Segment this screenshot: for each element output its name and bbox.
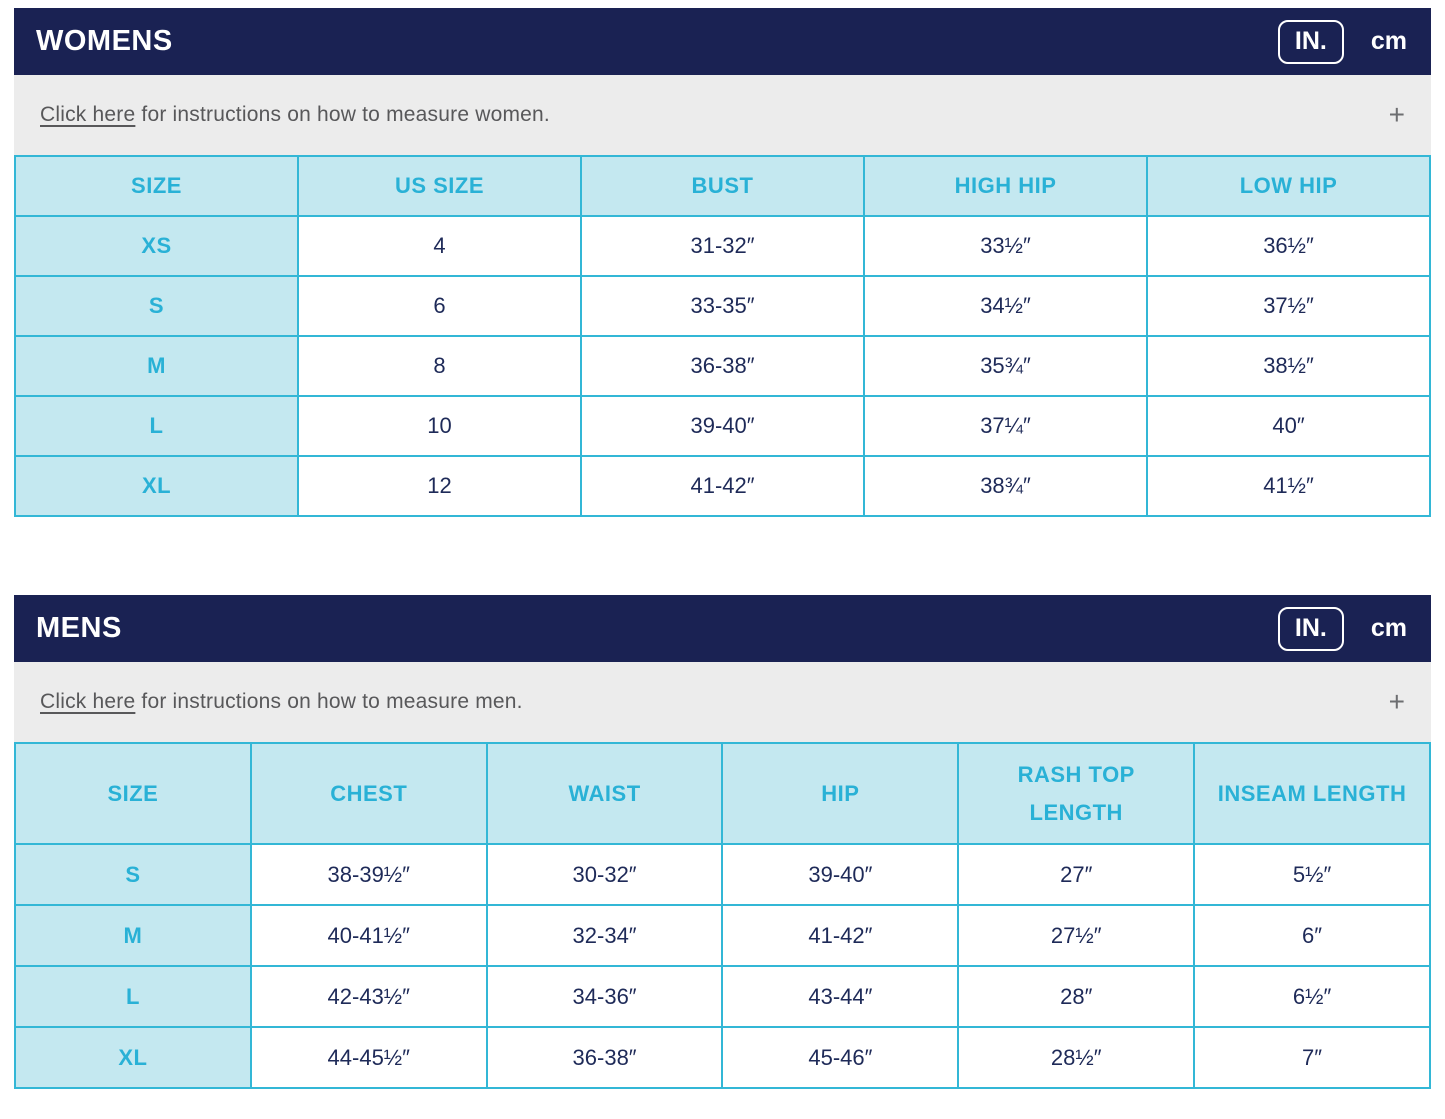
unit-cm-button[interactable]: cm bbox=[1370, 27, 1407, 55]
unit-cm-button[interactable]: cm bbox=[1370, 614, 1407, 642]
column-header: CHEST bbox=[249, 742, 488, 845]
table-row: S 38-39½″ 30-32″ 39-40″ 27″ 5½″ bbox=[14, 843, 1431, 906]
table-cell: 32-34″ bbox=[485, 904, 724, 967]
womens-size-table: SIZE US SIZE BUST HIGH HIP LOW HIP XS 4 31-32″ 3… bbox=[14, 155, 1431, 517]
table-row: M 40-41½″ 32-34″ 41-42″ 27½″ 6″ bbox=[14, 904, 1431, 967]
unit-inches-button[interactable]: IN. bbox=[1277, 19, 1344, 64]
table-row: M 8 36-38″ 35¾″ 38½″ bbox=[14, 335, 1431, 397]
column-header: RASH TOP LENGTH bbox=[957, 742, 1196, 845]
column-header: SIZE bbox=[14, 155, 299, 217]
size-row-label: M bbox=[14, 904, 252, 967]
size-row-label: XL bbox=[14, 1026, 252, 1089]
table-cell: 4 bbox=[297, 215, 582, 277]
table-cell: 30-32″ bbox=[485, 843, 724, 906]
table-cell: 35¾″ bbox=[863, 335, 1148, 397]
unit-toggle: IN. cm bbox=[1277, 606, 1407, 651]
size-row-label: L bbox=[14, 965, 252, 1028]
column-header: INSEAM LENGTH bbox=[1193, 742, 1431, 845]
table-cell: 33½″ bbox=[863, 215, 1148, 277]
table-cell: 8 bbox=[297, 335, 582, 397]
size-row-label: L bbox=[14, 395, 299, 457]
table-cell: 43-44″ bbox=[721, 965, 960, 1028]
table-cell: 34½″ bbox=[863, 275, 1148, 337]
table-cell: 36-38″ bbox=[580, 335, 865, 397]
table-cell: 37½″ bbox=[1146, 275, 1431, 337]
table-cell: 33-35″ bbox=[580, 275, 865, 337]
size-row-label: S bbox=[14, 275, 299, 337]
table-cell: 6 bbox=[297, 275, 582, 337]
section-title: MENS bbox=[36, 612, 122, 644]
table-cell: 40″ bbox=[1146, 395, 1431, 457]
section-title: WOMENS bbox=[36, 25, 173, 57]
header-row: SIZE US SIZE BUST HIGH HIP LOW HIP bbox=[14, 155, 1431, 217]
table-cell: 28½″ bbox=[957, 1026, 1196, 1089]
table-cell: 42-43½″ bbox=[249, 965, 488, 1028]
table-cell: 7″ bbox=[1193, 1026, 1431, 1089]
unit-inches-button[interactable]: IN. bbox=[1277, 606, 1344, 651]
table-cell: 6″ bbox=[1193, 904, 1431, 967]
column-header: SIZE bbox=[14, 742, 252, 845]
mens-instructions-bar: Click here for instructions on how to me… bbox=[14, 662, 1431, 742]
table-cell: 38½″ bbox=[1146, 335, 1431, 397]
table-cell: 38¾″ bbox=[863, 455, 1148, 517]
expand-plus-icon[interactable]: + bbox=[1388, 99, 1405, 130]
mens-section: MENS IN. cm Click here for instructions … bbox=[14, 595, 1431, 1089]
instructions-text-rest: for instructions on how to measure men. bbox=[135, 690, 523, 713]
column-header: WAIST bbox=[485, 742, 724, 845]
column-header: HIGH HIP bbox=[863, 155, 1148, 217]
womens-section: WOMENS IN. cm Click here for instruction… bbox=[14, 8, 1431, 517]
instructions-text-rest: for instructions on how to measure women… bbox=[135, 103, 550, 126]
mens-size-table: SIZE CHEST WAIST HIP RASH TOP LENGTH INSEAM L… bbox=[14, 742, 1431, 1089]
column-header: LOW HIP bbox=[1146, 155, 1431, 217]
table-cell: 27½″ bbox=[957, 904, 1196, 967]
unit-toggle: IN. cm bbox=[1277, 19, 1407, 64]
size-row-label: S bbox=[14, 843, 252, 906]
table-cell: 27″ bbox=[957, 843, 1196, 906]
table-row: XL 44-45½″ 36-38″ 45-46″ 28½″ 7″ bbox=[14, 1026, 1431, 1089]
table-cell: 38-39½″ bbox=[249, 843, 488, 906]
table-cell: 31-32″ bbox=[580, 215, 865, 277]
table-cell: 6½″ bbox=[1193, 965, 1431, 1028]
table-row: L 10 39-40″ 37¼″ 40″ bbox=[14, 395, 1431, 457]
measure-instructions-link[interactable]: Click here bbox=[40, 690, 136, 713]
size-row-label: XL bbox=[14, 455, 299, 517]
table-cell: 41½″ bbox=[1146, 455, 1431, 517]
size-row-label: XS bbox=[14, 215, 299, 277]
mens-header-bar: MENS IN. cm bbox=[14, 595, 1431, 662]
table-cell: 39-40″ bbox=[721, 843, 960, 906]
womens-header-bar: WOMENS IN. cm bbox=[14, 8, 1431, 75]
table-cell: 41-42″ bbox=[721, 904, 960, 967]
table-cell: 37¼″ bbox=[863, 395, 1148, 457]
expand-plus-icon[interactable]: + bbox=[1388, 686, 1405, 717]
table-cell: 34-36″ bbox=[485, 965, 724, 1028]
table-row: XL 12 41-42″ 38¾″ 41½″ bbox=[14, 455, 1431, 517]
table-cell: 40-41½″ bbox=[249, 904, 488, 967]
size-row-label: M bbox=[14, 335, 299, 397]
table-cell: 45-46″ bbox=[721, 1026, 960, 1089]
instructions-text: Click here for instructions on how to me… bbox=[40, 103, 550, 127]
table-row: S 6 33-35″ 34½″ 37½″ bbox=[14, 275, 1431, 337]
table-cell: 10 bbox=[297, 395, 582, 457]
table-row: L 42-43½″ 34-36″ 43-44″ 28″ 6½″ bbox=[14, 965, 1431, 1028]
table-row: XS 4 31-32″ 33½″ 36½″ bbox=[14, 215, 1431, 277]
instructions-text: Click here for instructions on how to me… bbox=[40, 690, 523, 714]
column-header: HIP bbox=[721, 742, 960, 845]
table-cell: 36½″ bbox=[1146, 215, 1431, 277]
table-cell: 28″ bbox=[957, 965, 1196, 1028]
table-cell: 44-45½″ bbox=[249, 1026, 488, 1089]
column-header: US SIZE bbox=[297, 155, 582, 217]
column-header: BUST bbox=[580, 155, 865, 217]
measure-instructions-link[interactable]: Click here bbox=[40, 103, 136, 126]
table-cell: 5½″ bbox=[1193, 843, 1431, 906]
womens-instructions-bar: Click here for instructions on how to me… bbox=[14, 75, 1431, 155]
table-cell: 36-38″ bbox=[485, 1026, 724, 1089]
header-row: SIZE CHEST WAIST HIP RASH TOP LENGTH INSEAM L… bbox=[14, 742, 1431, 845]
table-cell: 39-40″ bbox=[580, 395, 865, 457]
table-cell: 41-42″ bbox=[580, 455, 865, 517]
table-cell: 12 bbox=[297, 455, 582, 517]
